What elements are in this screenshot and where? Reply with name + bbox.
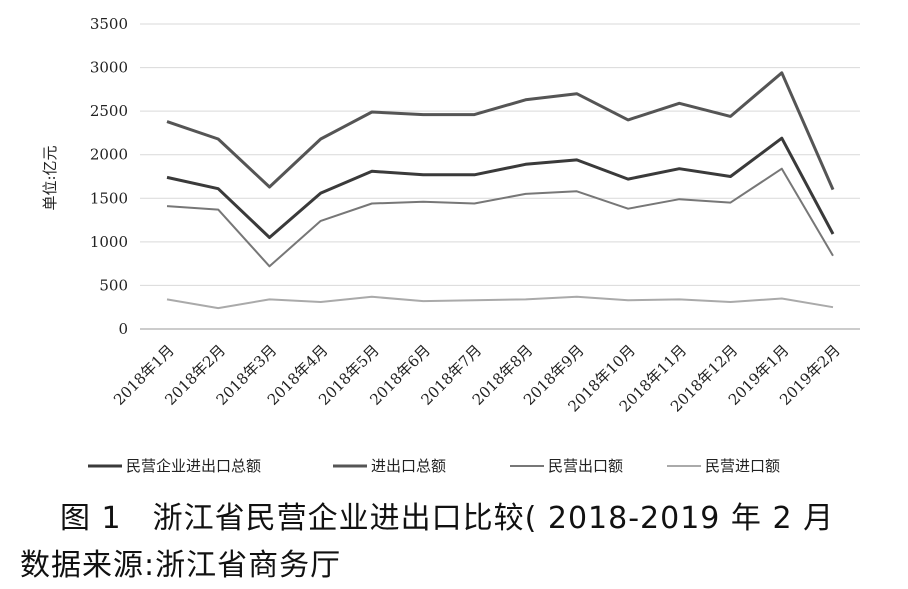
legend-label: 进出口总额	[371, 457, 446, 475]
legend-label: 民营出口额	[548, 457, 623, 475]
figure-caption: 图 1 浙江省民营企业进出口比较( 2018-2019 年 2 月	[60, 501, 835, 536]
y-tick-label: 2500	[90, 102, 128, 120]
series-line	[166, 295, 834, 310]
y-axis-ticks: 0 500 1000 1500 2000 2500 3000 3500	[90, 15, 128, 338]
y-tick-label: 1000	[90, 233, 128, 251]
y-tick-label: 2000	[90, 146, 128, 164]
y-tick-label: 1500	[90, 189, 128, 207]
y-tick-label: 3000	[90, 59, 128, 77]
series-line	[166, 71, 835, 191]
gridlines	[140, 23, 860, 286]
y-tick-label: 500	[99, 276, 128, 294]
figure-source: 数据来源:浙江省商务厅	[20, 548, 342, 583]
series-line	[166, 136, 835, 239]
x-axis-ticks: 2018年1月2018年2月2018年3月2018年4月2018年5月2018年…	[110, 341, 844, 415]
y-tick-label: 3500	[90, 15, 128, 33]
legend-label: 民营企业进出口总额	[126, 457, 261, 475]
line-chart: 0 500 1000 1500 2000 2500 3000 3500 单位:亿元 2018年…	[41, 15, 860, 475]
series-line	[166, 167, 834, 268]
y-axis-label: 单位:亿元	[41, 145, 59, 210]
legend-label: 民营进口额	[705, 457, 780, 475]
legend: 民营企业进出口总额 进出口总额 民营出口额 民营进口额	[88, 457, 780, 475]
y-tick-label: 0	[118, 320, 128, 338]
series-lines	[166, 71, 835, 310]
